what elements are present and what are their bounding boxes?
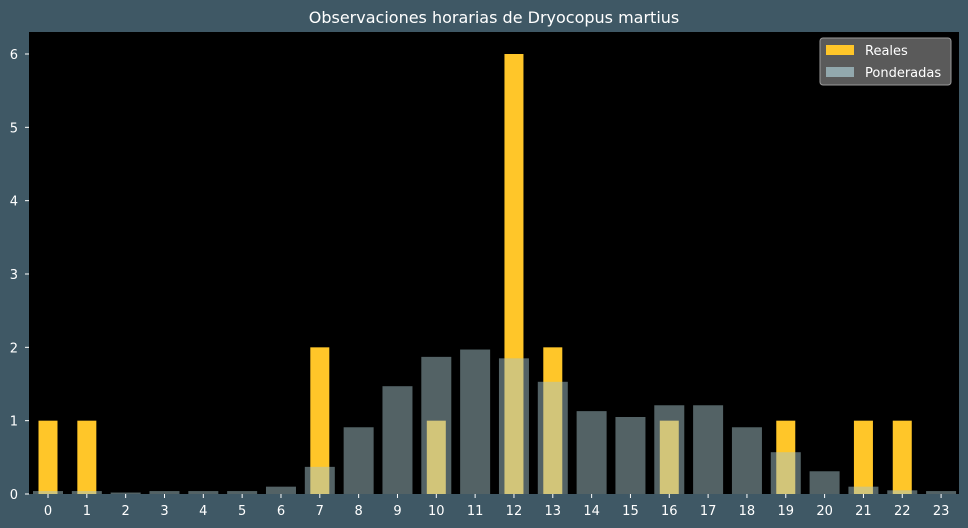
x-tick-label-5: 5	[238, 504, 246, 519]
plot-area	[29, 32, 959, 494]
x-tick-label-1: 1	[83, 504, 91, 519]
bar-ponderadas-1	[71, 491, 102, 494]
bar-ponderadas-14	[576, 411, 607, 494]
bar-ponderadas-22	[887, 490, 918, 494]
series-ponderadas-bars	[33, 349, 957, 494]
x-tick-label-18: 18	[739, 504, 756, 519]
bar-ponderadas-20	[809, 471, 840, 494]
bar-reales-7	[310, 347, 330, 494]
bar-ponderadas-15	[615, 417, 646, 494]
y-tick-label-6: 6	[10, 48, 18, 63]
y-tick-label-5: 5	[10, 121, 18, 136]
y-tick-label-3: 3	[10, 268, 18, 283]
bar-reales-21	[853, 420, 873, 494]
x-tick-label-13: 13	[545, 504, 562, 519]
y-tick-label-4: 4	[10, 195, 18, 210]
legend-swatch-ponderadas	[826, 67, 854, 77]
bar-ponderadas-13	[537, 381, 568, 494]
bar-ponderadas-6	[265, 486, 296, 494]
bar-reales-1	[77, 420, 97, 494]
x-tick-label-22: 22	[894, 504, 911, 519]
bar-ponderadas-23	[926, 491, 957, 494]
x-tick-label-8: 8	[354, 504, 362, 519]
bar-ponderadas-10	[421, 356, 452, 494]
bar-ponderadas-19	[770, 452, 801, 494]
bar-ponderadas-17	[693, 405, 724, 494]
x-tick-label-6: 6	[277, 504, 285, 519]
bar-ponderadas-5	[227, 491, 258, 494]
x-tick-label-15: 15	[622, 504, 639, 519]
x-tick-label-16: 16	[661, 504, 678, 519]
x-tick-label-17: 17	[700, 504, 717, 519]
legend-label-reales: Reales	[865, 44, 908, 59]
bar-ponderadas-11	[460, 349, 491, 494]
x-tick-label-2: 2	[122, 504, 130, 519]
bar-ponderadas-3	[149, 491, 180, 494]
x-tick-label-7: 7	[316, 504, 324, 519]
bar-ponderadas-21	[848, 486, 879, 494]
x-tick-label-11: 11	[467, 504, 484, 519]
x-tick-label-10: 10	[428, 504, 445, 519]
legend-label-ponderadas: Ponderadas	[865, 66, 941, 81]
bar-ponderadas-4	[188, 491, 219, 494]
x-tick-label-21: 21	[855, 504, 872, 519]
bar-ponderadas-0	[33, 491, 63, 494]
bar-ponderadas-9	[382, 386, 413, 494]
bar-reales-22	[892, 420, 912, 494]
x-tick-label-4: 4	[199, 504, 207, 519]
x-tick-label-14: 14	[583, 504, 600, 519]
x-tick-label-3: 3	[160, 504, 168, 519]
y-axis: 0 1 2 3 4 5 6	[10, 48, 29, 503]
legend: Reales Ponderadas	[819, 37, 952, 86]
y-tick-label-1: 1	[10, 415, 18, 430]
y-tick-label-2: 2	[10, 341, 18, 356]
x-tick-label-9: 9	[393, 504, 401, 519]
x-tick-label-0: 0	[44, 504, 52, 519]
bar-ponderadas-2	[110, 492, 141, 494]
bar-reales-0	[38, 420, 58, 494]
y-tick-label-0: 0	[10, 488, 18, 503]
x-tick-label-12: 12	[506, 504, 523, 519]
bar-ponderadas-16	[654, 405, 685, 494]
bar-ponderadas-7	[304, 466, 335, 494]
bar-ponderadas-8	[343, 427, 374, 494]
legend-swatch-reales	[826, 45, 854, 55]
x-tick-label-19: 19	[777, 504, 794, 519]
bar-ponderadas-18	[731, 427, 762, 494]
bar-ponderadas-12	[498, 358, 529, 494]
x-tick-label-23: 23	[933, 504, 950, 519]
x-tick-label-20: 20	[816, 504, 833, 519]
chart-title: Observaciones horarias de Dryocopus mart…	[309, 8, 680, 27]
x-axis: 0 1 2 3 4 5 6 7 8 9 10 11 12 13 14 15 16 17 18 19 20 21 22 23	[44, 494, 950, 519]
